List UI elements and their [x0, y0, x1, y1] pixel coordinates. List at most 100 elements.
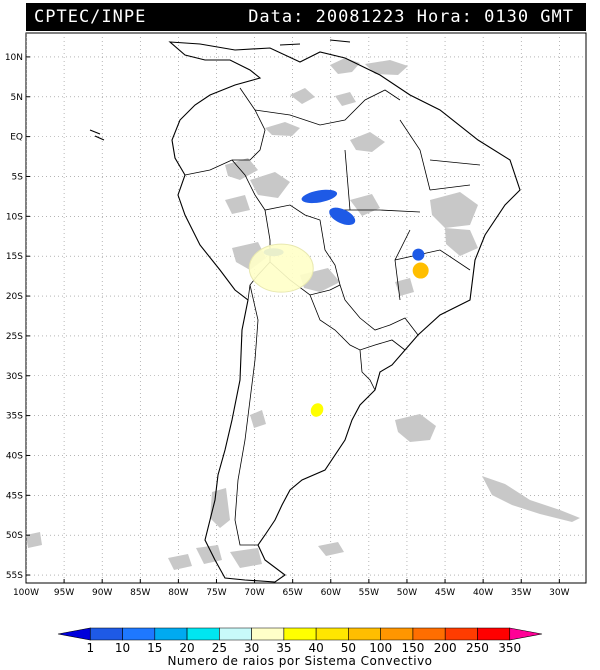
convective-system [310, 403, 324, 417]
legend-swatch [509, 627, 543, 641]
legend-label: 40 [308, 641, 323, 655]
legend-label: 30 [244, 641, 259, 655]
legend-swatch [283, 627, 317, 641]
legend-label: 10 [115, 641, 130, 655]
longitude-label: 85W [130, 588, 150, 598]
legend-swatch [57, 627, 91, 641]
longitude-label: 100W [13, 588, 39, 598]
map-gridlines [26, 33, 586, 583]
cloud-patch [350, 132, 385, 152]
longitude-label: 80W [168, 588, 188, 598]
convective-systems [248, 189, 429, 417]
cloud-patch [265, 122, 300, 136]
legend-label: 100 [369, 641, 392, 655]
legend-swatch [380, 627, 414, 641]
longitude-label: 40W [473, 588, 493, 598]
cloud-patch [225, 158, 258, 180]
map-frame [25, 32, 587, 584]
latitude-label: 25S [6, 332, 23, 342]
latitude-label: 20S [6, 292, 23, 302]
brazil-state-lines [330, 119, 481, 301]
longitude-label: 30W [549, 588, 569, 598]
longitude-label: 70W [244, 588, 264, 598]
source-label: CPTEC/INPE [34, 7, 147, 27]
latitude-label: EQ [10, 133, 23, 143]
cloud-patch [225, 195, 250, 214]
legend-label: 200 [434, 641, 457, 655]
south-america-outline [168, 41, 521, 583]
border-line [359, 349, 376, 391]
longitude-label: 75W [206, 588, 226, 598]
caribbean-islands [89, 39, 351, 141]
legend-swatch [444, 627, 478, 641]
cloud-patch [335, 92, 356, 106]
cloud-patch [250, 172, 290, 198]
legend-caption: Numero de raios por Sistema Convectivo [167, 654, 432, 668]
convective-system [248, 243, 314, 293]
cloud-patch [445, 228, 478, 256]
latitude-label: 5N [11, 93, 23, 103]
longitude-label: 60W [321, 588, 341, 598]
cloud-patch [365, 60, 408, 75]
longitude-label: 35W [511, 588, 531, 598]
convective-system [329, 207, 356, 226]
longitude-labels: 100W 95W 90W 85W 80W 75W 70W 65W 60W 55W 50W 45W 40W… [13, 579, 570, 598]
border-line [234, 284, 259, 546]
legend-label: 15 [147, 641, 162, 655]
legend-label: 250 [466, 641, 489, 655]
cloud-patch [250, 410, 266, 428]
latitude-label: 40S [6, 451, 23, 461]
longitude-label: 95W [54, 588, 74, 598]
legend-swatch [412, 627, 446, 641]
longitude-label: 90W [92, 588, 112, 598]
longitude-label: 55W [359, 588, 379, 598]
longitude-label: 65W [282, 588, 302, 598]
legend-swatch [348, 627, 381, 641]
latitude-label: 10N [5, 53, 23, 63]
cloud-patch [196, 545, 222, 564]
border-line [184, 159, 341, 286]
map: 10N5NEQ5S10S15S20S25S30S35S40S45S50S55S … [5, 32, 587, 598]
latitude-label: 55S [6, 571, 23, 581]
latitude-label: 35S [6, 412, 23, 422]
cloud-cover [26, 58, 580, 570]
convective-system [412, 262, 429, 279]
legend-swatch [154, 627, 188, 641]
legend-swatch [219, 627, 252, 641]
cloud-patch [230, 548, 262, 568]
legend-swatch [251, 627, 285, 641]
cloud-patch [482, 476, 580, 522]
border-line [344, 299, 419, 336]
cloud-patch [26, 532, 42, 548]
legend-swatch [186, 627, 220, 641]
border-line [309, 294, 406, 351]
legend-swatch [315, 627, 349, 641]
cloud-patch [290, 88, 315, 104]
longitude-label: 45W [435, 588, 455, 598]
latitude-label: 5S [12, 172, 24, 182]
legend-labels: 1 10 15 20 25 30 35 40 50 100 150 200 250 350 [86, 641, 521, 655]
cloud-patch [430, 192, 478, 228]
legend-label: 50 [341, 641, 356, 655]
legend-label: 20 [179, 641, 194, 655]
latitude-label: 10S [6, 212, 23, 222]
convective-system [301, 189, 338, 204]
legend-swatch [89, 627, 123, 641]
convective-system [412, 248, 425, 261]
legend-label: 25 [212, 641, 227, 655]
latitude-label: 30S [6, 372, 23, 382]
latitude-label: 15S [6, 252, 23, 262]
coastline [89, 39, 521, 583]
legend-swatch [477, 627, 511, 641]
legend: 1 10 15 20 25 30 35 40 50 100 150 200 250 350 Numero … [57, 627, 543, 668]
legend-swatch [122, 627, 156, 641]
legend-label: 150 [401, 641, 424, 655]
latitude-label: 45S [6, 491, 23, 501]
country-borders [184, 87, 481, 546]
latitude-labels: 10N 5N EQ 5S 10S 15S 20S 25S 30S 35S 40S 45S 50S 55S [5, 53, 30, 581]
latitude-label: 50S [6, 531, 23, 541]
longitude-label: 50W [397, 588, 417, 598]
cloud-patch [395, 278, 414, 296]
legend-label: 1 [86, 641, 94, 655]
cloud-patch [318, 542, 344, 556]
